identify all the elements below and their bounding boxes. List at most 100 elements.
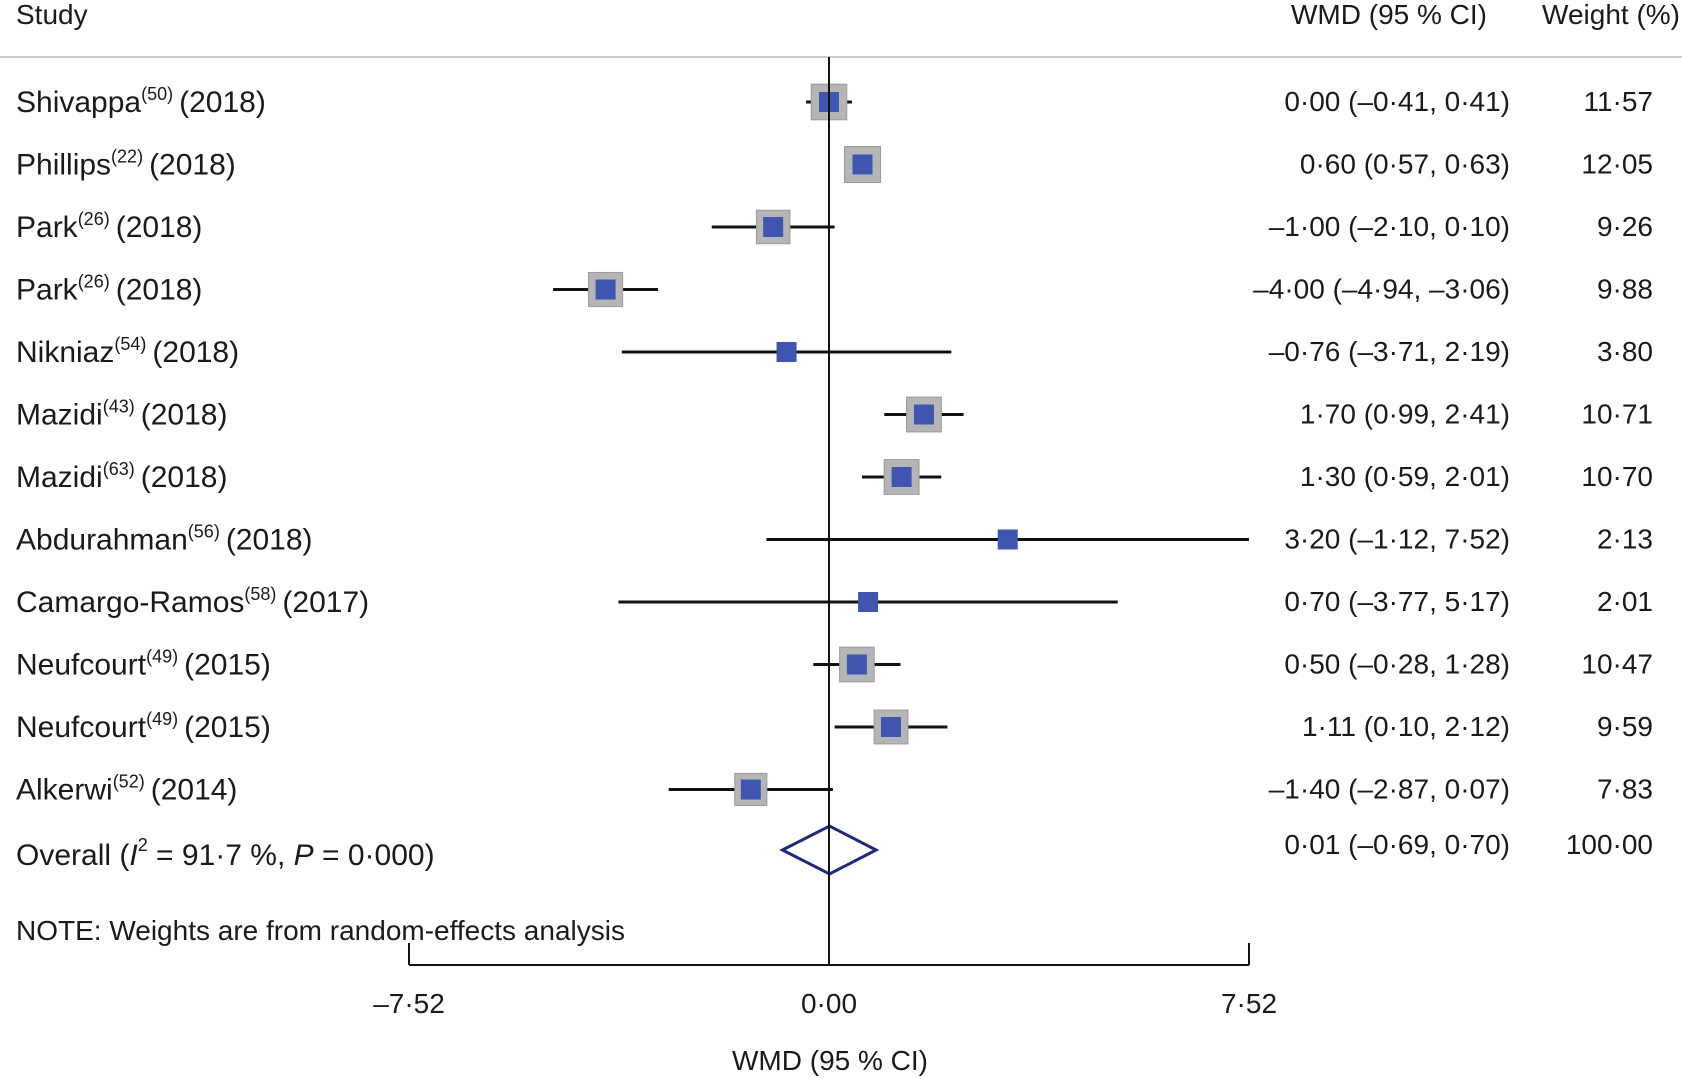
study-name: Abdurahman — [16, 524, 188, 557]
study-ref: (63) — [103, 459, 135, 479]
x-axis-label: WMD (95 % CI) — [732, 1045, 928, 1076]
study-ref: (52) — [113, 772, 145, 792]
study-ref: (58) — [244, 584, 276, 604]
study-year: (2018) — [141, 399, 228, 432]
point-estimate — [880, 717, 901, 737]
study-label: Abdurahman(56) (2018) — [16, 522, 313, 557]
study-row: Camargo-Ramos(58) (2017) 0·70 (–3·77, 5·17… — [16, 584, 1653, 619]
study-ref: (50) — [141, 84, 173, 104]
study-ref: (22) — [111, 147, 143, 167]
study-name: Park — [16, 211, 79, 244]
x-tick-label: –7·52 — [373, 988, 445, 1019]
study-name: Neufcourt — [16, 649, 147, 682]
study-year: (2018) — [179, 86, 266, 119]
study-row: Nikniaz(54) (2018) –0·76 (–3·71, 2·19) 3·80 — [16, 334, 1653, 369]
weight-label: 7·83 — [1597, 774, 1653, 805]
study-row: Park(26) (2018) –1·00 (–2·10, 0·10) 9·26 — [16, 209, 1653, 245]
study-ref: (56) — [188, 522, 220, 542]
study-name: Park — [16, 274, 79, 307]
study-label: Phillips(22) (2018) — [16, 147, 236, 182]
overall-i-sup: 2 — [138, 835, 148, 855]
x-tick-label: 7·52 — [1221, 988, 1277, 1019]
weight-label: 11·57 — [1583, 86, 1653, 117]
ci-label: 0·60 (0·57, 0·63) — [1300, 149, 1510, 180]
point-estimate — [852, 154, 873, 175]
x-axis: –7·52 0·00 7·52 — [373, 57, 1277, 1019]
weight-label: 10·70 — [1581, 461, 1653, 492]
study-label: Neufcourt(49) (2015) — [16, 647, 271, 682]
weight-label: 9·59 — [1597, 711, 1653, 742]
ci-label: 0·70 (–3·77, 5·17) — [1284, 586, 1510, 617]
study-label: Camargo-Ramos(58) (2017) — [16, 584, 369, 619]
study-name: Neufcourt — [16, 711, 147, 744]
overall-p-symbol: P — [294, 839, 314, 872]
study-year: (2018) — [116, 274, 203, 307]
study-name: Nikniaz — [16, 336, 114, 369]
study-ref: (26) — [78, 272, 110, 292]
point-estimate — [997, 529, 1018, 550]
study-ref: (26) — [78, 209, 110, 229]
study-year: (2017) — [282, 586, 369, 619]
ci-label: –1·40 (–2·87, 0·07) — [1269, 774, 1510, 805]
ci-label: –0·76 (–3·71, 2·19) — [1269, 336, 1510, 367]
note-text: NOTE: Weights are from random-effects an… — [16, 915, 625, 946]
overall-i-symbol: I — [129, 839, 137, 872]
study-row: Mazidi(63) (2018) 1·30 (0·59, 2·01) 10·70 — [16, 459, 1653, 495]
study-name: Mazidi — [16, 399, 103, 432]
study-row: Neufcourt(49) (2015) 0·50 (–0·28, 1·28) 10·… — [16, 647, 1653, 683]
ci-label: 1·11 (0·10, 2·12) — [1302, 711, 1510, 742]
x-tick-label: 0·00 — [801, 988, 857, 1019]
ci-label: –1·00 (–2·10, 0·10) — [1269, 211, 1510, 242]
point-estimate — [846, 654, 867, 675]
study-row: Alkerwi(52) (2014) –1·40 (–2·87, 0·07) 7·83 — [16, 772, 1653, 807]
study-year: (2018) — [149, 149, 236, 182]
point-estimate — [891, 467, 912, 487]
study-year: (2014) — [151, 774, 238, 807]
study-year: (2018) — [226, 524, 313, 557]
point-estimate — [740, 779, 761, 800]
study-label: Park(26) (2018) — [16, 272, 202, 307]
study-year: (2015) — [184, 649, 271, 682]
weight-label: 10·47 — [1581, 649, 1653, 680]
header-weight: Weight (%) — [1542, 0, 1680, 30]
study-row: Neufcourt(49) (2015) 1·11 (0·10, 2·12) 9·59 — [16, 709, 1653, 745]
study-label: Neufcourt(49) (2015) — [16, 709, 271, 744]
weight-label: 9·88 — [1597, 274, 1653, 305]
study-name: Alkerwi — [16, 774, 113, 807]
study-label: Park(26) (2018) — [16, 209, 202, 244]
overall-p-value: = 0·000) — [314, 839, 435, 872]
study-row: Park(26) (2018) –4·00 (–4·94, –3·06) 9·88 — [16, 272, 1653, 308]
study-name: Mazidi — [16, 461, 103, 494]
ci-label: 0·50 (–0·28, 1·28) — [1284, 649, 1510, 680]
overall-i-value: = 91·7 %, — [148, 839, 294, 872]
overall-ci-label: 0·01 (–0·69, 0·70) — [1284, 829, 1510, 860]
point-estimate — [776, 342, 797, 362]
study-ref: (49) — [146, 647, 178, 667]
ci-label: 3·20 (–1·12, 7·52) — [1284, 524, 1510, 555]
study-row: Mazidi(43) (2018) 1·70 (0·99, 2·41) 10·71 — [16, 397, 1653, 433]
study-label: Mazidi(63) (2018) — [16, 459, 227, 494]
study-year: (2018) — [141, 461, 228, 494]
point-estimate — [858, 592, 879, 612]
study-ref: (49) — [146, 709, 178, 729]
weight-label: 10·71 — [1581, 399, 1653, 430]
weight-label: 2·13 — [1597, 524, 1653, 555]
overall-weight-label: 100·00 — [1566, 829, 1653, 860]
point-estimate — [913, 404, 934, 425]
overall-row: Overall (I2 = 91·7 %, P = 0·000) 0·01 (–0… — [16, 824, 1653, 876]
ci-label: –4·00 (–4·94, –3·06) — [1253, 274, 1510, 305]
study-year: (2015) — [184, 711, 271, 744]
study-label: Nikniaz(54) (2018) — [16, 334, 239, 369]
weight-label: 9·26 — [1597, 211, 1653, 242]
study-ref: (54) — [114, 334, 146, 354]
study-ref: (43) — [103, 397, 135, 417]
study-name: Phillips — [16, 149, 111, 182]
overall-label-prefix: Overall ( — [16, 839, 129, 872]
study-row: Shivappa(50) (2018) 0·00 (–0·41, 0·41) 11·5… — [16, 83, 1653, 121]
ci-label: 0·00 (–0·41, 0·41) — [1284, 86, 1510, 117]
study-row: Abdurahman(56) (2018) 3·20 (–1·12, 7·52) 2·… — [16, 522, 1653, 557]
point-estimate — [763, 217, 784, 237]
header-study: Study — [16, 0, 88, 30]
study-year: (2018) — [152, 336, 239, 369]
